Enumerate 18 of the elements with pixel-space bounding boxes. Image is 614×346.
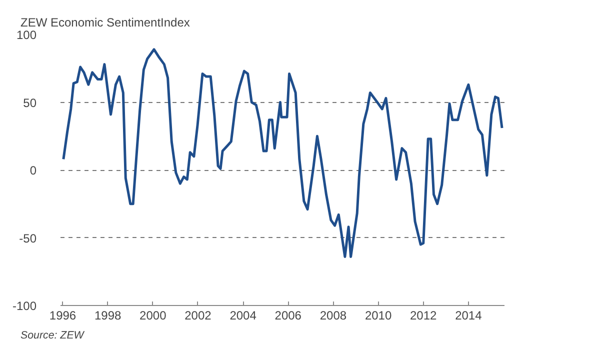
line-series [62,48,504,258]
y-tick-label: 100 [16,28,37,42]
x-tick-label: 2000 [140,308,167,322]
x-tick-label: 2002 [184,308,212,322]
x-tick-label: 2006 [274,308,302,322]
x-tick-label: 2004 [230,308,257,322]
x-tick-label: 2008 [320,308,347,322]
x-tick-label: 1998 [94,308,122,322]
x-tick-label: 1996 [49,308,76,322]
source-note: Source: ZEW [20,330,85,342]
y-tick-label: -100 [12,299,37,313]
y-tick-label: 50 [23,96,37,110]
x-tick-label: 2010 [364,308,392,322]
x-tick-label: 2014 [455,308,482,322]
chart-title: ZEW Economic SentimentIndex [20,16,190,30]
y-tick-label: -50 [19,231,37,246]
y-tick-label: 0 [30,164,37,178]
x-tick-label: 2012 [410,308,438,322]
